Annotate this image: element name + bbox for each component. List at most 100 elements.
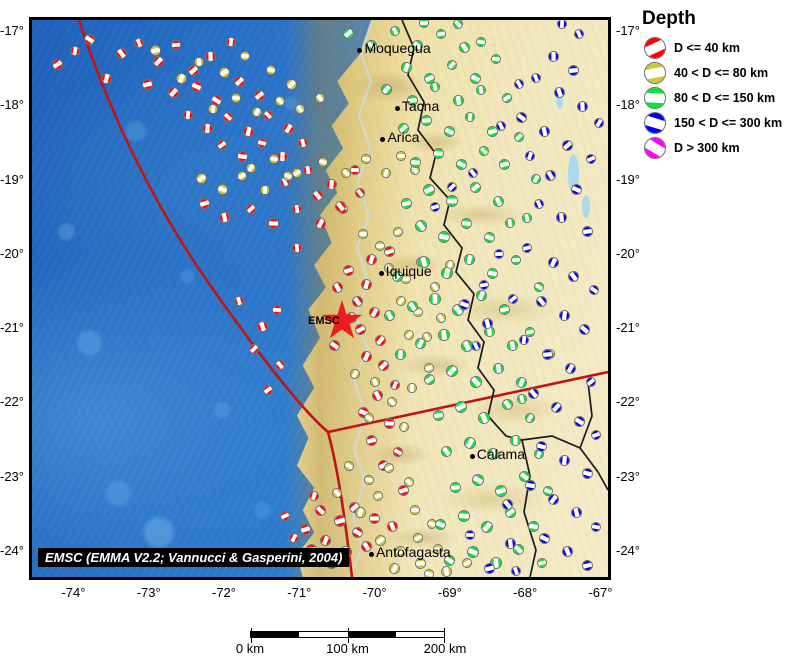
frame-tick-left: [29, 418, 32, 458]
frame-tick-left: [29, 259, 32, 299]
frame-tick-right: [608, 338, 611, 378]
frame-tick-right: [608, 100, 611, 140]
frame-tick-left: [29, 179, 32, 219]
legend-item-label: 80 < D <= 150 km: [674, 90, 776, 105]
focal-mechanism-beachball[interactable]: [285, 78, 297, 90]
y-tick-label: -22°: [616, 394, 640, 410]
focal-mechanism-beachball[interactable]: [248, 343, 260, 354]
country-borders: [401, 20, 608, 577]
frame-tick-right: [608, 20, 611, 60]
legend-item[interactable]: 40 < D <= 80 km: [639, 57, 796, 88]
focal-mechanism-beachball[interactable]: [374, 334, 386, 346]
focal-mechanism-beachball[interactable]: [245, 162, 257, 174]
x-tick-label: -67°: [588, 585, 613, 600]
epicenter-label: EMSC: [308, 315, 340, 327]
x-tick-label: -71°: [287, 585, 312, 600]
legend-item[interactable]: D > 300 km: [640, 134, 796, 161]
beachball-symbol: [639, 57, 671, 88]
city-label: Tacna: [401, 98, 440, 115]
y-tick-label: -23°: [0, 468, 24, 484]
frame-tick-left: [29, 497, 32, 537]
frame-tick-bottom: [32, 577, 70, 580]
focal-mechanism-beachball[interactable]: [167, 86, 179, 99]
y-tick-label: -24°: [616, 543, 640, 558]
scale-seg-1: [251, 632, 300, 637]
frame-tick-right: [608, 179, 611, 219]
city-dot: [380, 136, 386, 142]
legend-item-label: D > 300 km: [674, 140, 740, 155]
x-tick-label: -73°: [136, 585, 161, 600]
frame-tick-bottom: [416, 577, 454, 580]
frame-tick-bottom: [493, 577, 531, 580]
legend-beachball-icon: [642, 134, 668, 161]
y-tick-label: -19°: [616, 171, 640, 187]
frame-tick-left: [29, 577, 32, 580]
legend-item[interactable]: 150 < D <= 300 km: [640, 108, 796, 137]
focal-mechanism-beachball[interactable]: [550, 401, 562, 413]
frame-tick-top: [109, 17, 147, 20]
y-tick-label: -21°: [616, 320, 640, 336]
legend-item[interactable]: D <= 40 km: [640, 32, 796, 63]
frame-tick-top: [262, 17, 300, 20]
map-canvas: EMSC Moquegua Tacna Arica Iquique Calama Anto…: [32, 20, 608, 577]
y-tick-label: -20°: [616, 245, 640, 261]
focal-mechanism-beachball[interactable]: [513, 131, 525, 143]
focal-mechanism-beachball[interactable]: [233, 75, 246, 88]
y-tick-label: -19°: [0, 171, 24, 187]
legend-item[interactable]: 80 < D <= 150 km: [639, 82, 796, 113]
frame-tick-top: [32, 17, 70, 20]
legend-beachball-icon: [639, 57, 671, 88]
frame-tick-top: [570, 17, 608, 20]
frame-tick-bottom: [109, 577, 147, 580]
frame-tick-right: [608, 577, 611, 580]
y-tick-label: -20°: [0, 245, 24, 261]
frame-tick-bottom: [570, 577, 608, 580]
frame-tick-top: [493, 17, 531, 20]
scale-tick-200: [444, 628, 445, 643]
city-dot: [378, 270, 384, 276]
frame-tick-top: [186, 17, 224, 20]
city-dot: [469, 454, 475, 460]
scale-bar: 0 km 100 km 200 km: [236, 628, 466, 656]
scale-label: 100 km: [326, 641, 369, 656]
focal-mechanism-beachball[interactable]: [377, 359, 390, 372]
legend-item-label: 150 < D <= 300 km: [674, 115, 783, 130]
city-label: Calama: [476, 446, 525, 463]
frame-tick-right: [608, 497, 611, 537]
city-dot: [394, 106, 400, 112]
y-tick-label: -21°: [0, 320, 24, 336]
scale-tick-100: [347, 628, 349, 643]
x-tick-label: -69°: [437, 585, 462, 600]
focal-mechanism-beachball[interactable]: [480, 520, 494, 533]
y-tick-label: -24°: [0, 543, 24, 558]
y-tick-label: -18°: [616, 97, 640, 113]
x-tick-label: -70°: [362, 585, 387, 600]
legend-beachball-icon: [639, 82, 671, 113]
frame-tick-left: [29, 20, 32, 60]
scale-seg-2: [347, 632, 396, 637]
focal-mechanism-beachball[interactable]: [314, 504, 326, 516]
focal-mechanism-beachball[interactable]: [547, 493, 560, 505]
frame-tick-left: [29, 100, 32, 140]
frame-tick-top: [339, 17, 377, 20]
y-tick-label: -18°: [0, 97, 24, 113]
map-panel[interactable]: EMSC Moquegua Tacna Arica Iquique Calama Anto…: [29, 17, 611, 580]
lake: [567, 153, 580, 193]
legend-item-label: D <= 40 km: [674, 40, 741, 55]
scale-label: 0 km: [235, 641, 265, 656]
focal-mechanism-beachball[interactable]: [380, 84, 392, 96]
frame-tick-right: [608, 259, 611, 299]
city-dot: [368, 551, 374, 557]
frame-tick-bottom: [262, 577, 300, 580]
legend-item-label: 40 < D <= 80 km: [674, 65, 769, 80]
scale-tick-0: [251, 628, 252, 643]
city-label: Moquegua: [364, 39, 431, 56]
depth-legend: Depth D <= 40 km 40 < D <= 80 km 80 < D <=…: [639, 8, 796, 161]
beachball-symbol: [642, 134, 668, 161]
city-label: Arica: [387, 128, 420, 145]
focal-mechanism-beachball[interactable]: [404, 329, 415, 340]
city-label: Antofagasta: [375, 543, 451, 560]
city-dot: [357, 47, 363, 53]
legend-title: Depth: [642, 8, 696, 29]
